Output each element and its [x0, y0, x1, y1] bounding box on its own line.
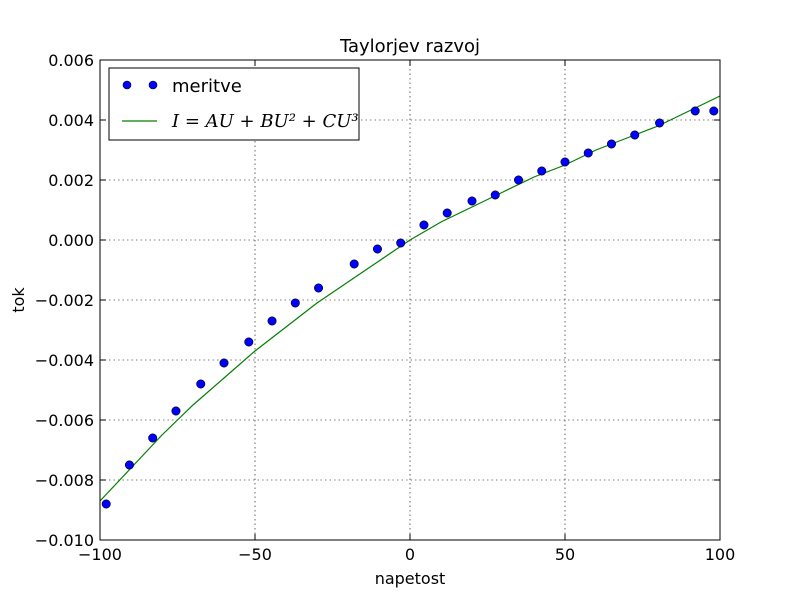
chart-title: Taylorjev razvoj [339, 36, 480, 57]
data-point [171, 406, 181, 416]
data-point [372, 244, 382, 254]
data-point [655, 118, 665, 128]
y-tick-label: 0.004 [48, 111, 94, 130]
data-point [467, 196, 477, 206]
legend-marker-meritve-2 [148, 80, 158, 90]
y-tick-label: −0.006 [35, 411, 94, 430]
data-point [396, 238, 406, 248]
y-tick-label: −0.010 [35, 531, 94, 550]
x-tick-label: 0 [405, 545, 415, 564]
y-tick-label: −0.004 [35, 351, 94, 370]
data-point [583, 148, 593, 158]
data-point [244, 337, 254, 347]
data-point [290, 298, 300, 308]
fit-line [100, 95, 720, 502]
legend-label-fit: I = AU + BU² + CU³ [171, 111, 359, 132]
x-tick-label: 100 [705, 545, 736, 564]
y-tick-label: −0.002 [35, 291, 94, 310]
data-point [560, 157, 570, 167]
x-axis-label: napetost [375, 569, 446, 588]
legend-marker-meritve-1 [122, 80, 132, 90]
data-point [442, 208, 452, 218]
data-point [690, 106, 700, 116]
y-tick-label: −0.008 [35, 471, 94, 490]
ticks: −100 −50 0 50 100 −0.010 −0.008 −0.006 −0.004 −0.… [35, 51, 735, 564]
x-tick-label: −50 [238, 545, 272, 564]
legend: meritve I = AU + BU² + CU³ [108, 67, 360, 141]
data-point [196, 379, 206, 389]
data-point [709, 106, 719, 116]
legend-label-meritve: meritve [172, 76, 242, 97]
data-layer [100, 95, 720, 509]
data-point [513, 175, 523, 185]
data-point [419, 220, 429, 230]
legend-box [108, 67, 360, 141]
data-point [124, 460, 134, 470]
data-point [606, 139, 616, 149]
data-point [630, 130, 640, 140]
data-point [219, 358, 229, 368]
y-axis-label: tok [9, 287, 28, 313]
data-point [537, 166, 547, 176]
x-tick-label: 50 [555, 545, 575, 564]
data-point [267, 316, 277, 326]
data-point [148, 433, 158, 443]
data-point [349, 259, 359, 269]
data-point [490, 190, 500, 200]
y-tick-label: 0.000 [48, 231, 94, 250]
data-point [314, 283, 324, 293]
y-tick-label: 0.002 [48, 171, 94, 190]
data-point [101, 499, 111, 509]
y-tick-label: 0.006 [48, 51, 94, 70]
x-tick-label: −100 [78, 545, 122, 564]
